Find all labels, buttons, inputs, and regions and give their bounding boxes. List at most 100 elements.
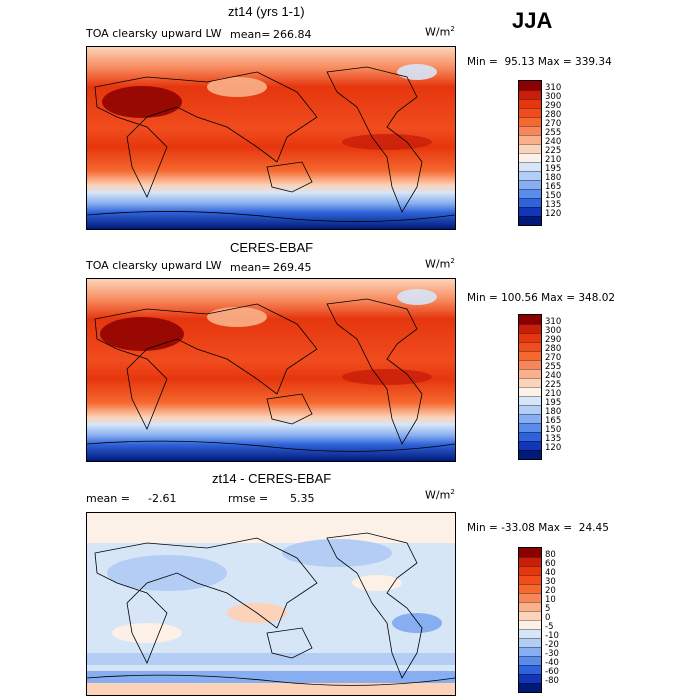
colorbar-swatch bbox=[519, 602, 541, 611]
colorbar-swatch bbox=[519, 584, 541, 593]
colorbar-swatch bbox=[519, 207, 541, 216]
panel-2-variable: TOA clearsky upward LW bbox=[86, 259, 222, 272]
colorbar-level-label: -80 bbox=[545, 676, 559, 686]
colorbar-level-label: 80 bbox=[545, 550, 556, 560]
colorbar-swatch bbox=[519, 216, 541, 225]
colorbar-swatch bbox=[519, 90, 541, 99]
colorbar-swatch bbox=[519, 629, 541, 638]
colorbar-level-label: 20 bbox=[545, 586, 556, 596]
panel-3-colorbar bbox=[518, 547, 542, 693]
colorbar-level-label: 180 bbox=[545, 407, 562, 417]
colorbar-swatch bbox=[519, 180, 541, 189]
colorbar-level-label: 300 bbox=[545, 326, 562, 336]
colorbar-swatch bbox=[519, 665, 541, 674]
colorbar-level-label: 30 bbox=[545, 577, 556, 587]
panel-2-minmax: Min = 100.56 Max = 348.02 bbox=[467, 292, 616, 304]
colorbar-swatch bbox=[519, 674, 541, 683]
colorbar-level-label: 290 bbox=[545, 101, 562, 111]
colorbar-swatch bbox=[519, 557, 541, 566]
colorbar-level-label: -5 bbox=[545, 622, 554, 632]
colorbar-swatch bbox=[519, 117, 541, 126]
colorbar-swatch bbox=[519, 351, 541, 360]
colorbar-level-label: 195 bbox=[545, 398, 562, 408]
colorbar-level-label: 210 bbox=[545, 389, 562, 399]
colorbar-swatch bbox=[519, 405, 541, 414]
colorbar-level-label: 300 bbox=[545, 92, 562, 102]
colorbar-level-label: 10 bbox=[545, 595, 556, 605]
colorbar-level-label: 210 bbox=[545, 155, 562, 165]
colorbar-level-label: -30 bbox=[545, 649, 559, 659]
panel-2-mean-value: 269.45 bbox=[273, 261, 312, 274]
colorbar-level-label: 255 bbox=[545, 362, 562, 372]
colorbar-level-label: 5 bbox=[545, 604, 551, 614]
colorbar-level-label: 280 bbox=[545, 344, 562, 354]
colorbar-level-label: 165 bbox=[545, 182, 562, 192]
colorbar-swatch bbox=[519, 342, 541, 351]
colorbar-swatch bbox=[519, 611, 541, 620]
colorbar-swatch bbox=[519, 135, 541, 144]
colorbar-swatch bbox=[519, 171, 541, 180]
colorbar-level-label: -40 bbox=[545, 658, 559, 668]
colorbar-swatch bbox=[519, 656, 541, 665]
panel-1-mean-value: 266.84 bbox=[273, 28, 312, 41]
colorbar-level-label: 150 bbox=[545, 191, 562, 201]
panel-3-map bbox=[86, 512, 456, 696]
colorbar-swatch bbox=[519, 189, 541, 198]
colorbar-level-label: 60 bbox=[545, 559, 556, 569]
colorbar-swatch bbox=[519, 620, 541, 629]
panel-2-map bbox=[86, 278, 456, 462]
panel-1-colorbar bbox=[518, 80, 542, 226]
colorbar-swatch bbox=[519, 153, 541, 162]
colorbar-swatch bbox=[519, 548, 541, 557]
colorbar-level-label: 135 bbox=[545, 200, 562, 210]
panel-1-minmax: Min = 95.13 Max = 339.34 bbox=[467, 56, 612, 68]
colorbar-swatch bbox=[519, 414, 541, 423]
panel-1-units: W/m2 bbox=[425, 25, 455, 39]
colorbar-swatch bbox=[519, 575, 541, 584]
colorbar-level-label: 255 bbox=[545, 128, 562, 138]
panel-2-mean-label: mean= bbox=[230, 261, 271, 274]
colorbar-swatch bbox=[519, 126, 541, 135]
colorbar-swatch bbox=[519, 387, 541, 396]
colorbar-swatch bbox=[519, 315, 541, 324]
colorbar-swatch bbox=[519, 144, 541, 153]
colorbar-swatch bbox=[519, 566, 541, 575]
colorbar-swatch bbox=[519, 396, 541, 405]
colorbar-swatch bbox=[519, 683, 541, 692]
colorbar-level-label: 180 bbox=[545, 173, 562, 183]
panel-1-variable: TOA clearsky upward LW bbox=[86, 27, 222, 40]
colorbar-swatch bbox=[519, 360, 541, 369]
colorbar-level-label: 240 bbox=[545, 137, 562, 147]
panel-3-rmse-value: 5.35 bbox=[290, 492, 315, 505]
panel-3-mean-label: mean = bbox=[86, 492, 130, 505]
colorbar-level-label: 150 bbox=[545, 425, 562, 435]
panel-3-minmax: Min = -33.08 Max = 24.45 bbox=[467, 522, 609, 534]
colorbar-level-label: -60 bbox=[545, 667, 559, 677]
colorbar-swatch bbox=[519, 647, 541, 656]
colorbar-level-label: 120 bbox=[545, 443, 562, 453]
colorbar-swatch bbox=[519, 593, 541, 602]
panel-3-title: zt14 - CERES-EBAF bbox=[212, 471, 332, 486]
colorbar-swatch bbox=[519, 423, 541, 432]
panel-2-title: CERES-EBAF bbox=[230, 240, 314, 255]
colorbar-level-label: 0 bbox=[545, 613, 551, 623]
panel-1-mean-label: mean= bbox=[230, 28, 271, 41]
panel-3-rmse-label: rmse = bbox=[228, 492, 269, 505]
colorbar-level-label: 310 bbox=[545, 317, 562, 327]
colorbar-swatch bbox=[519, 638, 541, 647]
colorbar-swatch bbox=[519, 324, 541, 333]
colorbar-level-label: 240 bbox=[545, 371, 562, 381]
colorbar-swatch bbox=[519, 450, 541, 459]
colorbar-level-label: 195 bbox=[545, 164, 562, 174]
panel-2-units: W/m2 bbox=[425, 257, 455, 271]
colorbar-swatch bbox=[519, 162, 541, 171]
colorbar-level-label: 120 bbox=[545, 209, 562, 219]
colorbar-level-label: -10 bbox=[545, 631, 559, 641]
colorbar-level-label: 280 bbox=[545, 110, 562, 120]
panel-3-mean-value: -2.61 bbox=[148, 492, 177, 505]
colorbar-level-label: -20 bbox=[545, 640, 559, 650]
colorbar-level-label: 165 bbox=[545, 416, 562, 426]
colorbar-level-label: 270 bbox=[545, 119, 562, 129]
panel-2-colorbar bbox=[518, 314, 542, 460]
colorbar-swatch bbox=[519, 81, 541, 90]
